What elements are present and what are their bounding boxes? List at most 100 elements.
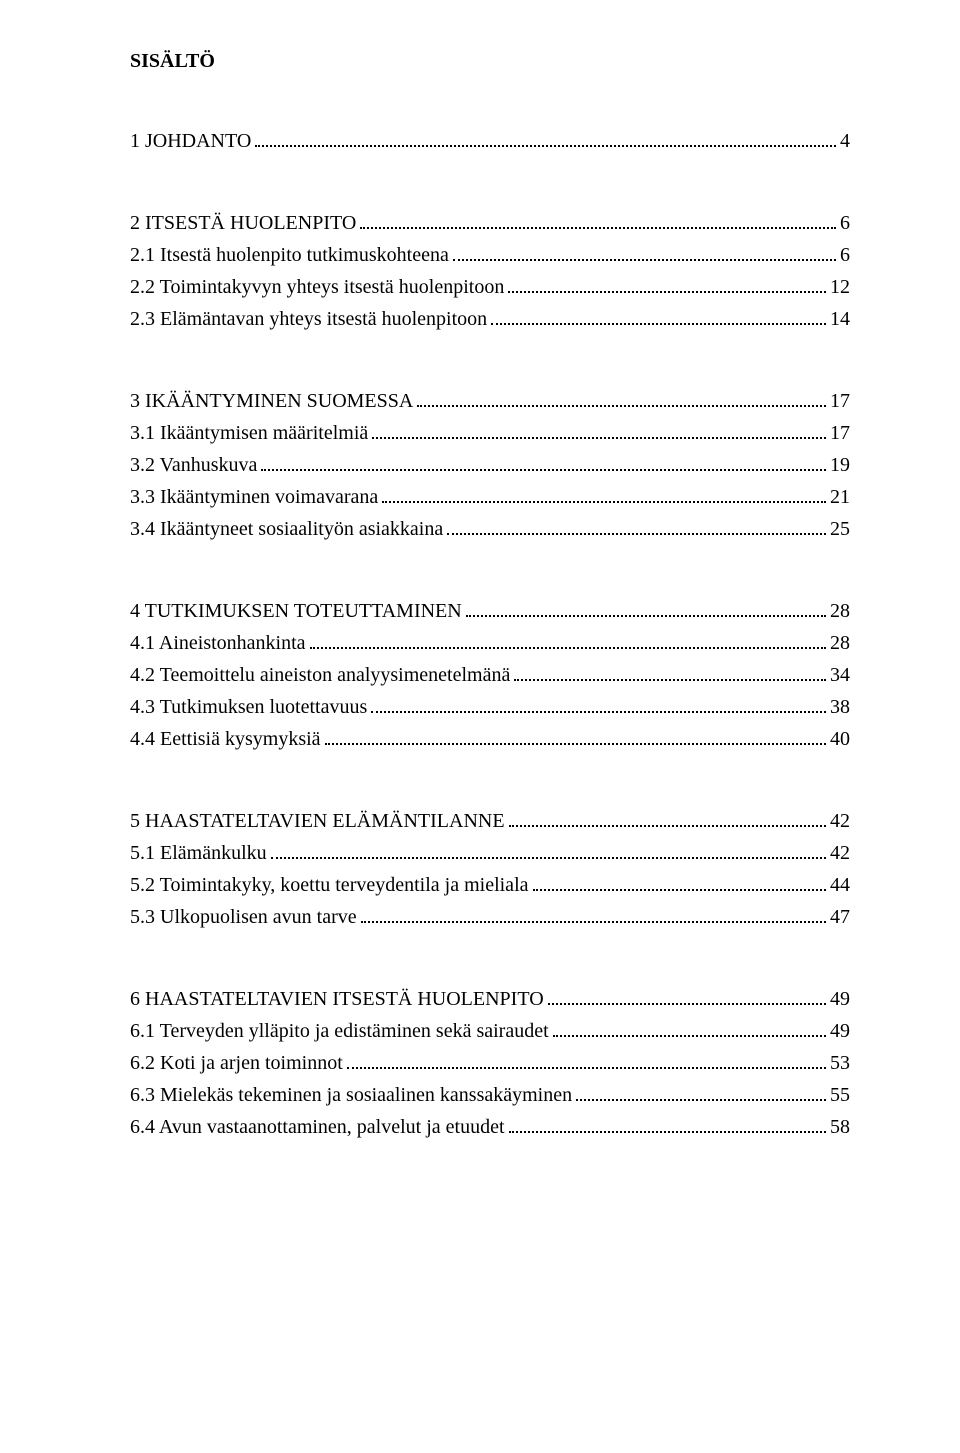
toc-leader-dots	[508, 273, 826, 293]
toc-row: 3 IKÄÄNTYMINEN SUOMESSA 17	[130, 387, 850, 416]
toc-leader-dots	[325, 725, 826, 745]
toc-row: 6.2 Koti ja arjen toiminnot 53	[130, 1049, 850, 1078]
toc-page-number: 58	[830, 1113, 850, 1142]
toc-row: 6.1 Terveyden ylläpito ja edistäminen se…	[130, 1017, 850, 1046]
toc-label: 6.3 Mielekäs tekeminen ja sosiaalinen ka…	[130, 1081, 572, 1110]
toc-leader-dots	[361, 903, 826, 923]
section-gap	[130, 935, 850, 985]
toc-leader-dots	[347, 1049, 826, 1069]
toc-label: 3.4 Ikääntyneet sosiaalityön asiakkaina	[130, 515, 443, 544]
toc-page-number: 34	[830, 661, 850, 690]
toc-row: 6.3 Mielekäs tekeminen ja sosiaalinen ka…	[130, 1081, 850, 1110]
toc-label: 3 IKÄÄNTYMINEN SUOMESSA	[130, 387, 413, 416]
toc-leader-dots	[509, 807, 826, 827]
toc-row: 2.1 Itsestä huolenpito tutkimuskohteena …	[130, 241, 850, 270]
toc-label: 4 TUTKIMUKSEN TOTEUTTAMINEN	[130, 597, 462, 626]
section-gap	[130, 547, 850, 597]
toc-label: 6.4 Avun vastaanottaminen, palvelut ja e…	[130, 1113, 505, 1142]
toc-row: 4 TUTKIMUKSEN TOTEUTTAMINEN 28	[130, 597, 850, 626]
toc-leader-dots	[371, 693, 826, 713]
section-gap	[130, 757, 850, 807]
toc-leader-dots	[271, 839, 826, 859]
toc-label: 3.1 Ikääntymisen määritelmiä	[130, 419, 368, 448]
toc-label: 3.2 Vanhuskuva	[130, 451, 257, 480]
toc-page-number: 53	[830, 1049, 850, 1078]
toc-page-number: 17	[830, 419, 850, 448]
toc-label: 6 HAASTATELTAVIEN ITSESTÄ HUOLENPITO	[130, 985, 544, 1014]
toc-label: 5 HAASTATELTAVIEN ELÄMÄNTILANNE	[130, 807, 505, 836]
toc-page-number: 28	[830, 629, 850, 658]
toc-page-number: 14	[830, 305, 850, 334]
toc-page-number: 6	[840, 209, 850, 238]
toc-row: 5.2 Toimintakyky, koettu terveydentila j…	[130, 871, 850, 900]
toc-page-number: 49	[830, 985, 850, 1014]
toc-label: 6.2 Koti ja arjen toiminnot	[130, 1049, 343, 1078]
toc-leader-dots	[360, 209, 836, 229]
toc-row: 3.2 Vanhuskuva 19	[130, 451, 850, 480]
toc-label: 2.3 Elämäntavan yhteys itsestä huolenpit…	[130, 305, 487, 334]
toc-page-number: 40	[830, 725, 850, 754]
toc-page-number: 28	[830, 597, 850, 626]
toc-page-number: 19	[830, 451, 850, 480]
toc-label: 5.2 Toimintakyky, koettu terveydentila j…	[130, 871, 529, 900]
toc-row: 6 HAASTATELTAVIEN ITSESTÄ HUOLENPITO 49	[130, 985, 850, 1014]
toc-row: 4.2 Teemoittelu aineiston analyysimenete…	[130, 661, 850, 690]
toc-leader-dots	[310, 629, 826, 649]
document-page: SISÄLTÖ 1 JOHDANTO 4 2 ITSESTÄ HUOLENPIT…	[0, 0, 960, 1195]
toc-leader-dots	[491, 305, 826, 325]
toc-row: 5 HAASTATELTAVIEN ELÄMÄNTILANNE 42	[130, 807, 850, 836]
section-gap	[130, 337, 850, 387]
toc-page-number: 55	[830, 1081, 850, 1110]
toc-page-number: 17	[830, 387, 850, 416]
toc-page-number: 6	[840, 241, 850, 270]
toc-leader-dots	[261, 451, 826, 471]
section-gap	[130, 159, 850, 209]
toc-page-number: 21	[830, 483, 850, 512]
toc-leader-dots	[255, 127, 836, 147]
page-title: SISÄLTÖ	[130, 50, 850, 73]
toc-page-number: 42	[830, 839, 850, 868]
toc-row: 1 JOHDANTO 4	[130, 127, 850, 156]
toc-row: 5.1 Elämänkulku 42	[130, 839, 850, 868]
toc-page-number: 47	[830, 903, 850, 932]
toc-row: 5.3 Ulkopuolisen avun tarve 47	[130, 903, 850, 932]
toc-page-number: 49	[830, 1017, 850, 1046]
toc-leader-dots	[466, 597, 826, 617]
toc-label: 5.3 Ulkopuolisen avun tarve	[130, 903, 357, 932]
toc-row: 3.4 Ikääntyneet sosiaalityön asiakkaina …	[130, 515, 850, 544]
toc-page-number: 38	[830, 693, 850, 722]
toc-page-number: 4	[840, 127, 850, 156]
toc-row: 2 ITSESTÄ HUOLENPITO 6	[130, 209, 850, 238]
toc-label: 6.1 Terveyden ylläpito ja edistäminen se…	[130, 1017, 549, 1046]
toc-row: 2.2 Toimintakyvyn yhteys itsestä huolenp…	[130, 273, 850, 302]
toc-row: 4.3 Tutkimuksen luotettavuus 38	[130, 693, 850, 722]
toc-row: 4.4 Eettisiä kysymyksiä 40	[130, 725, 850, 754]
toc-leader-dots	[447, 515, 826, 535]
toc-page-number: 44	[830, 871, 850, 900]
toc-row: 3.3 Ikääntyminen voimavarana 21	[130, 483, 850, 512]
toc-row: 4.1 Aineistonhankinta 28	[130, 629, 850, 658]
toc-row: 6.4 Avun vastaanottaminen, palvelut ja e…	[130, 1113, 850, 1142]
toc-leader-dots	[509, 1113, 826, 1133]
toc-leader-dots	[548, 985, 826, 1005]
toc-page-number: 12	[830, 273, 850, 302]
toc-leader-dots	[453, 241, 836, 261]
toc-leader-dots	[514, 661, 826, 681]
toc-row: 3.1 Ikääntymisen määritelmiä 17	[130, 419, 850, 448]
toc-page-number: 25	[830, 515, 850, 544]
toc-label: 5.1 Elämänkulku	[130, 839, 267, 868]
toc-leader-dots	[576, 1081, 826, 1101]
toc-row: 2.3 Elämäntavan yhteys itsestä huolenpit…	[130, 305, 850, 334]
toc-leader-dots	[372, 419, 826, 439]
toc-label: 4.3 Tutkimuksen luotettavuus	[130, 693, 367, 722]
toc-label: 4.4 Eettisiä kysymyksiä	[130, 725, 321, 754]
toc-label: 2.2 Toimintakyvyn yhteys itsestä huolenp…	[130, 273, 504, 302]
toc-leader-dots	[533, 871, 827, 891]
toc-leader-dots	[417, 387, 826, 407]
toc-page-number: 42	[830, 807, 850, 836]
toc-leader-dots	[382, 483, 826, 503]
toc-leader-dots	[553, 1017, 826, 1037]
toc-label: 2 ITSESTÄ HUOLENPITO	[130, 209, 356, 238]
toc-label: 1 JOHDANTO	[130, 127, 251, 156]
toc-label: 4.2 Teemoittelu aineiston analyysimenete…	[130, 661, 510, 690]
